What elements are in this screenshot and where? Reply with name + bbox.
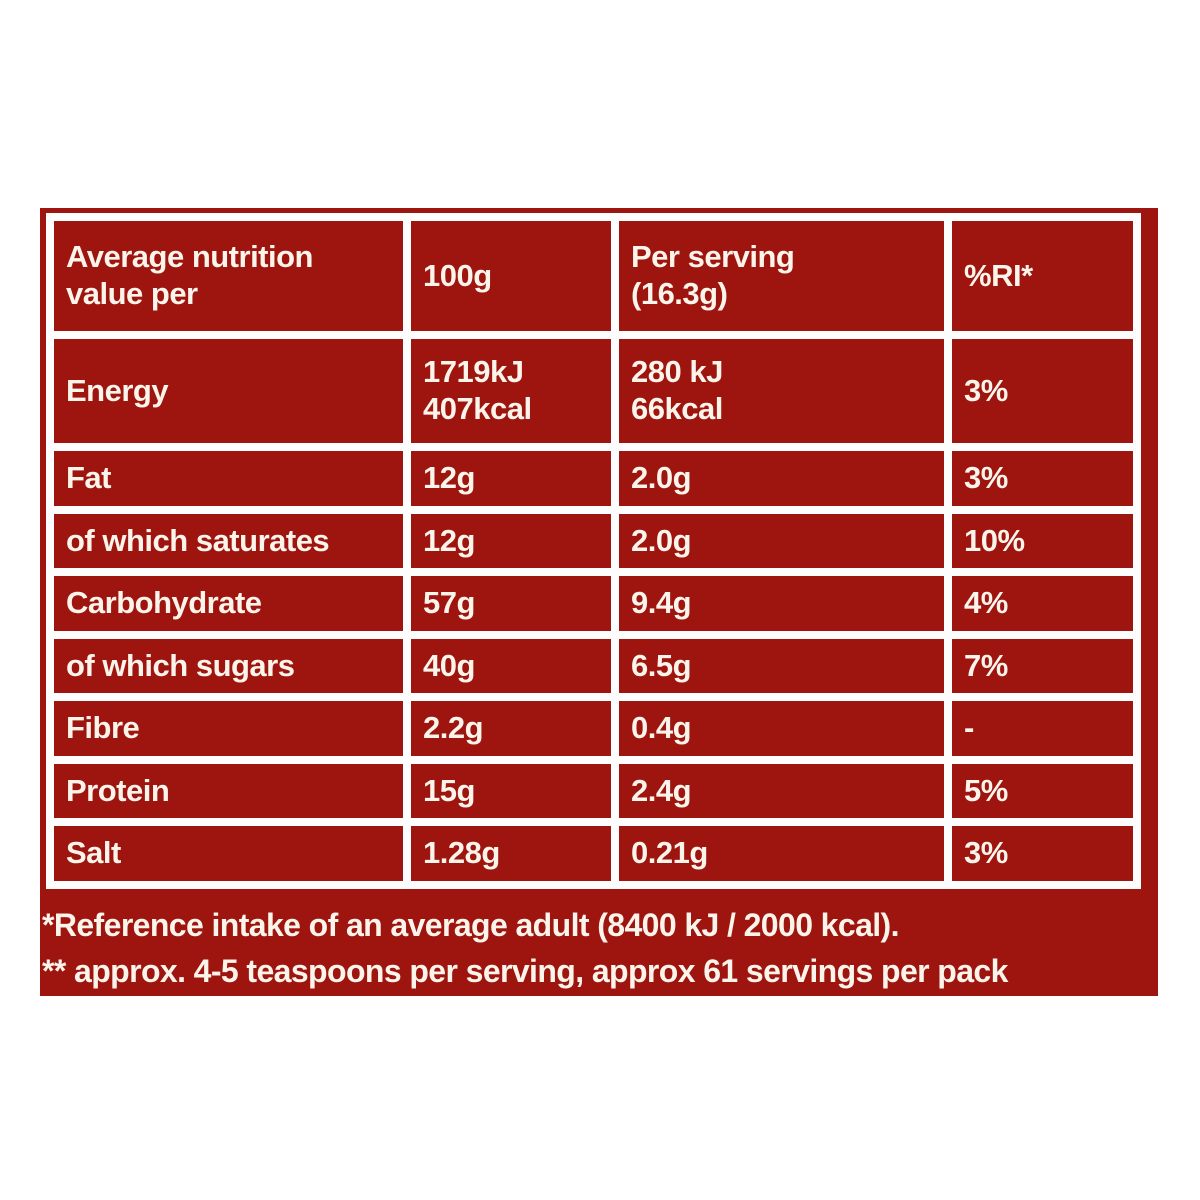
row-fibre-per-serving: 0.4g [619,701,944,756]
row-sugars-per-serving: 6.5g [619,638,944,694]
row-salt-label: Salt [54,826,403,881]
row-saturates-per-100g: 12g [411,513,611,569]
row-energy-per-100g: 1719kJ 407kcal [411,339,611,443]
row-saturates-label: of which saturates [54,513,403,569]
row-fat-per-serving: 2.0g [619,451,944,506]
row-carbohydrate-ri: 4% [952,576,1133,631]
footnote-servings-per-pack: ** approx. 4-5 teaspoons per serving, ap… [42,953,1008,989]
row-energy-ri: 3% [952,339,1133,443]
row-energy-label: Energy [54,339,403,443]
nutrition-label-panel: Average nutrition value per 100g Per ser… [40,208,1158,996]
row-protein-label: Protein [54,763,403,819]
row-saturates-per-serving: 2.0g [619,513,944,569]
header-per-100g: 100g [411,221,611,331]
row-protein-ri: 5% [952,763,1133,819]
row-sugars-label: of which sugars [54,638,403,694]
row-fibre-ri: - [952,701,1133,756]
row-salt-per-serving: 0.21g [619,826,944,881]
row-protein-per-100g: 15g [411,763,611,819]
row-sugars-per-100g: 40g [411,638,611,694]
footnotes: *Reference intake of an average adult (8… [42,902,1156,994]
row-fat-ri: 3% [952,451,1133,506]
row-saturates-ri: 10% [952,513,1133,569]
header-per-serving: Per serving (16.3g) [619,221,944,331]
row-salt-per-100g: 1.28g [411,826,611,881]
footnote-reference-intake: *Reference intake of an average adult (8… [42,907,900,943]
row-carbohydrate-per-serving: 9.4g [619,576,944,631]
row-carbohydrate-label: Carbohydrate [54,576,403,631]
row-fat-per-100g: 12g [411,451,611,506]
row-energy-per-serving: 280 kJ 66kcal [619,339,944,443]
row-sugars-ri: 7% [952,638,1133,694]
header-label-column: Average nutrition value per [54,221,403,331]
header-percent-ri: %RI* [952,221,1133,331]
row-protein-per-serving: 2.4g [619,763,944,819]
row-salt-ri: 3% [952,826,1133,881]
nutrition-table-frame: Average nutrition value per 100g Per ser… [46,213,1141,889]
row-carbohydrate-per-100g: 57g [411,576,611,631]
nutrition-table: Average nutrition value per 100g Per ser… [54,221,1133,881]
row-fibre-label: Fibre [54,701,403,756]
row-fibre-per-100g: 2.2g [411,701,611,756]
row-fat-label: Fat [54,451,403,506]
